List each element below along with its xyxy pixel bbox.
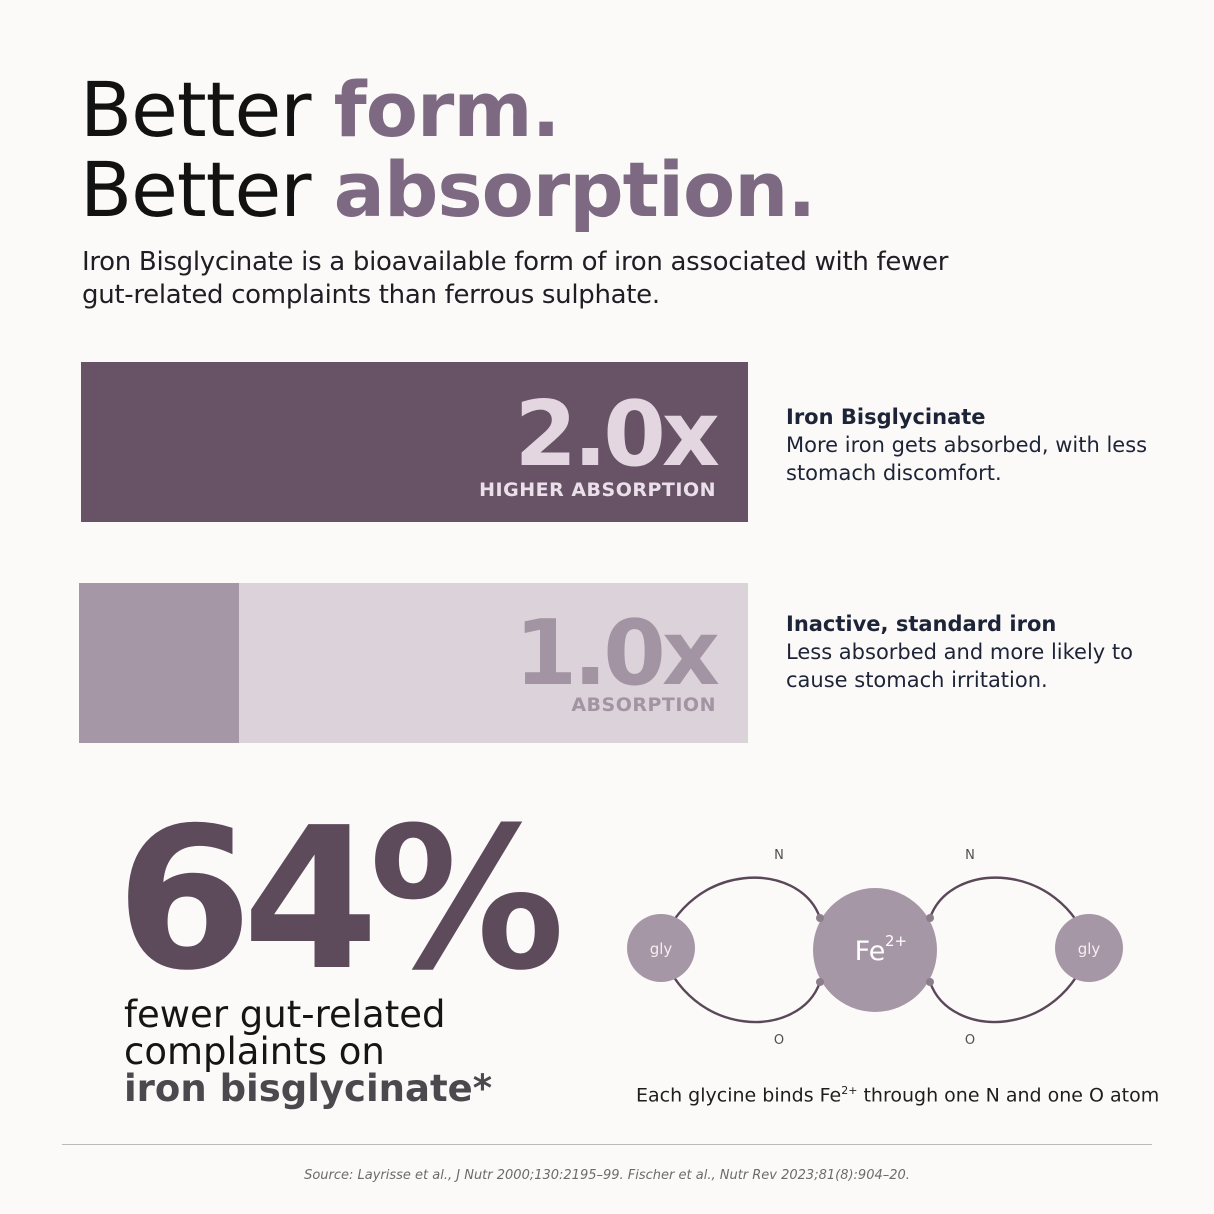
- footer-divider: [62, 1144, 1152, 1145]
- bisglycinate-value: 2.0x: [514, 382, 720, 487]
- left-glycine-node: [627, 914, 695, 982]
- standard-iron-text: Less absorbed and more likely to cause s…: [786, 640, 1133, 692]
- bisglycinate-description: Iron Bisglycinate More iron gets absorbe…: [786, 403, 1176, 487]
- bisglycinate-text: More iron gets absorbed, with less stoma…: [786, 433, 1148, 485]
- o-atom-label-left: O: [774, 1033, 784, 1048]
- source-citation: Source: Layrisse et al., J Nutr 2000;130…: [304, 1168, 910, 1183]
- standard-iron-bar-fill: [79, 583, 239, 743]
- o-binding-point-right: [926, 978, 934, 986]
- caption-charge: 2+: [841, 1084, 858, 1097]
- stat-line-2: complaints on: [124, 1030, 385, 1073]
- stat-value: 64%: [116, 786, 565, 1014]
- o-atom-label-right: O: [965, 1033, 975, 1048]
- diagram-caption: Each glycine binds Fe2+ through one N an…: [636, 1084, 1160, 1107]
- n-atom-label-right: N: [965, 848, 975, 863]
- headline: Better form. Better absorption.: [80, 70, 816, 230]
- n-atom-label-left: N: [774, 848, 784, 863]
- headline-accent-absorption: absorption.: [333, 145, 817, 234]
- bisglycinate-caption: HIGHER ABSORPTION: [479, 479, 716, 501]
- standard-iron-caption: ABSORPTION: [571, 694, 716, 716]
- right-glycine-label: gly: [1078, 940, 1101, 958]
- o-binding-point-left: [816, 978, 824, 986]
- n-binding-point-left: [816, 914, 824, 922]
- stat-line-1: fewer gut-related: [124, 993, 446, 1036]
- standard-iron-title: Inactive, standard iron: [786, 612, 1057, 636]
- bisglycinate-title: Iron Bisglycinate: [786, 405, 986, 429]
- standard-iron-value: 1.0x: [514, 601, 720, 706]
- headline-accent-form: form.: [333, 65, 561, 154]
- intro-text: Iron Bisglycinate is a bioavailable form…: [82, 247, 949, 310]
- chelate-diagram: gly gly Fe 2+ N N O O: [627, 848, 1123, 1048]
- headline-line-2: Better absorption.: [80, 145, 817, 234]
- standard-iron-description: Inactive, standard iron Less absorbed an…: [786, 610, 1176, 694]
- stat-line-3: iron bisglycinate*: [124, 1067, 493, 1110]
- standard-iron-bar: 1.0x ABSORPTION: [79, 583, 748, 743]
- headline-line-1: Better form.: [80, 65, 561, 154]
- iron-label: Fe: [855, 936, 886, 967]
- stat-description: fewer gut-related complaints on iron bis…: [124, 996, 492, 1107]
- n-binding-point-right: [926, 914, 934, 922]
- left-glycine-label: gly: [650, 940, 673, 958]
- right-glycine-node: [1055, 914, 1123, 982]
- iron-charge-label: 2+: [885, 932, 907, 950]
- iron-node: [813, 888, 937, 1012]
- bisglycinate-bar: 2.0x HIGHER ABSORPTION: [81, 362, 748, 522]
